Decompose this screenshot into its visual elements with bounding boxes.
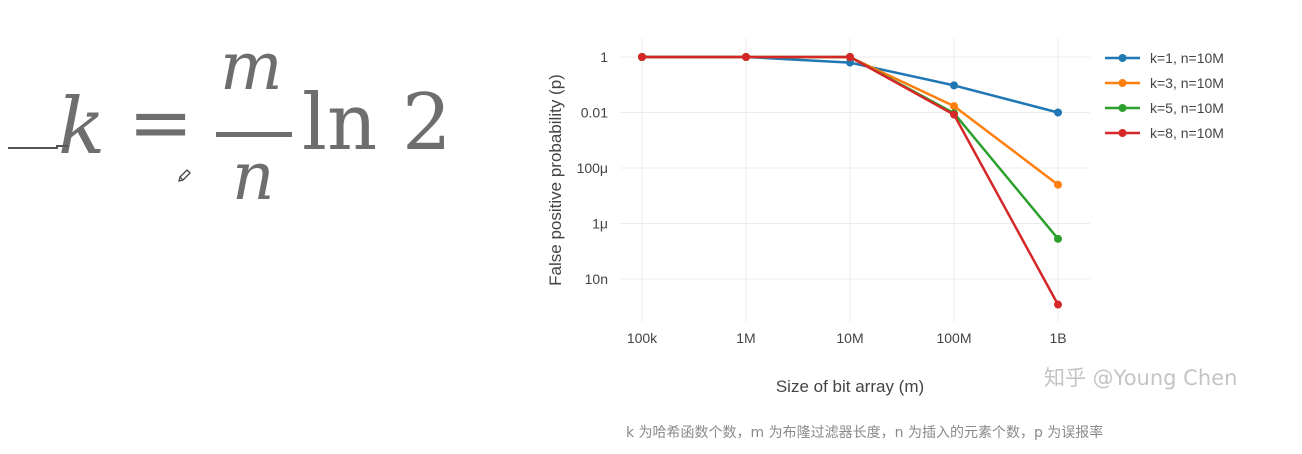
annotation-underline [8,147,58,149]
legend-item[interactable]: k=1, n=10M [1105,50,1224,66]
x-axis-title: Size of bit array (m) [776,377,924,396]
formula: k = m n ln 2 [20,20,480,220]
data-point[interactable] [1054,180,1062,189]
series-4 [638,53,1062,309]
y-tick-label: 10n [585,271,608,287]
legend-item[interactable]: k=3, n=10M [1105,75,1224,91]
data-point[interactable] [950,102,958,111]
legend-swatch-marker [1118,79,1127,87]
x-tick-labels: 100k 1M 10M 100M 1B [627,330,1067,346]
x-tick-label: 100M [936,330,971,346]
y-tick-labels: 1 0.01 100μ 1μ 10n [577,49,609,287]
formula-k: k [58,82,106,172]
legend-label: k=5, n=10M [1150,100,1224,116]
formula-numerator: m [220,28,283,105]
chart-grid [620,38,1090,322]
formula-rhs: ln 2 [302,78,452,168]
legend-item[interactable]: k=5, n=10M [1105,100,1224,116]
formula-equals: = [128,78,194,168]
false-positive-chart: 100k 1M 10M 100M 1B 1 0.01 100μ 1μ 10n k=1, n=10… [546,38,1224,396]
legend-swatch-marker [1118,54,1127,62]
y-tick-label: 0.01 [581,105,608,121]
y-tick-label: 1μ [592,216,608,232]
y-tick-label: 100μ [577,160,608,176]
watermark: 知乎 @Young Chen [1044,366,1238,390]
data-point[interactable] [742,53,750,61]
legend-label: k=3, n=10M [1150,75,1224,91]
caption: k 为哈希函数个数，m 为布隆过滤器长度，n 为插入的元素个数，p 为误报率 [626,425,1104,441]
data-point[interactable] [1054,300,1062,309]
legend-swatch-marker [1118,129,1127,137]
x-tick-label: 1M [736,330,755,346]
x-tick-label: 1B [1049,330,1066,346]
y-axis-title: False positive probability (p) [546,74,565,286]
fraction-bar [216,132,292,137]
data-point[interactable] [846,53,854,61]
data-point[interactable] [950,110,958,119]
legend-label: k=1, n=10M [1150,50,1224,66]
x-tick-label: 10M [836,330,863,346]
legend-label: k=8, n=10M [1150,125,1224,141]
annotation-underline-tail [56,145,68,147]
data-point[interactable] [1054,108,1062,117]
pencil-icon [178,169,191,182]
data-point[interactable] [638,53,646,61]
data-point[interactable] [950,81,958,90]
formula-denominator: n [232,138,275,215]
legend: k=1, n=10M k=3, n=10M k=5, n=10M k=8, n=10M [1105,50,1224,141]
y-tick-label: 1 [600,49,608,65]
data-point[interactable] [1054,234,1062,243]
legend-swatch-marker [1118,104,1127,112]
series-lines [638,53,1062,309]
x-tick-label: 100k [627,330,658,346]
legend-item[interactable]: k=8, n=10M [1105,125,1224,141]
